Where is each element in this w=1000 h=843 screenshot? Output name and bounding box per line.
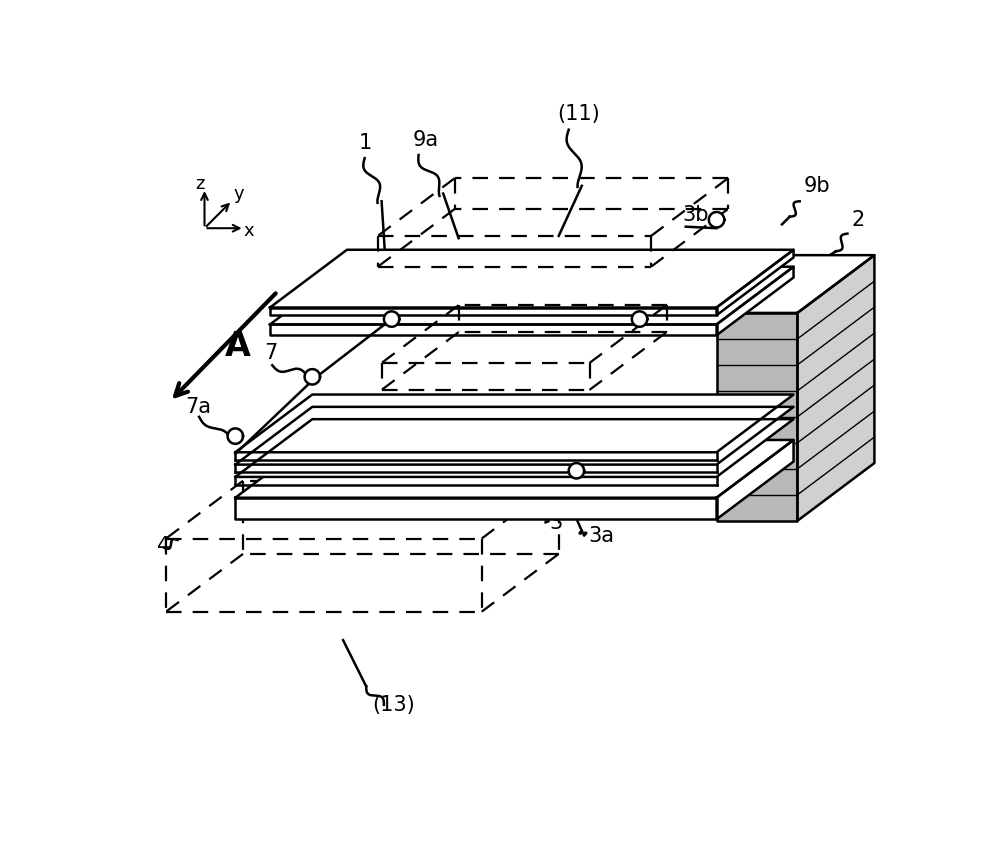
Polygon shape <box>717 255 874 313</box>
Text: (13): (13) <box>372 695 415 715</box>
Text: 3a: 3a <box>588 525 614 545</box>
Polygon shape <box>235 419 794 477</box>
Text: 3b: 3b <box>682 205 708 224</box>
Polygon shape <box>270 308 717 315</box>
Text: 3: 3 <box>549 513 563 533</box>
Polygon shape <box>305 369 320 384</box>
Polygon shape <box>569 463 584 479</box>
Polygon shape <box>717 440 794 519</box>
Polygon shape <box>797 255 874 521</box>
Polygon shape <box>235 395 794 453</box>
Text: 7a: 7a <box>185 397 211 417</box>
Polygon shape <box>228 428 243 443</box>
Polygon shape <box>270 250 794 308</box>
Text: 1: 1 <box>358 133 372 153</box>
Polygon shape <box>235 407 794 464</box>
Polygon shape <box>632 311 647 327</box>
Text: y: y <box>233 185 244 202</box>
Polygon shape <box>235 440 794 497</box>
Text: z: z <box>195 175 205 192</box>
Text: (11): (11) <box>557 105 600 125</box>
Text: 9b: 9b <box>804 176 830 196</box>
Polygon shape <box>717 313 797 521</box>
Polygon shape <box>270 325 717 336</box>
Text: 9a: 9a <box>412 130 439 150</box>
Polygon shape <box>270 266 794 325</box>
Polygon shape <box>709 212 724 228</box>
Text: 7: 7 <box>265 343 278 363</box>
Polygon shape <box>384 311 399 327</box>
Text: 2: 2 <box>851 210 865 230</box>
Text: 9a: 9a <box>703 464 730 484</box>
Polygon shape <box>717 250 794 315</box>
Polygon shape <box>235 497 717 519</box>
Polygon shape <box>717 266 794 336</box>
Text: 4: 4 <box>157 535 170 556</box>
Text: 9: 9 <box>790 424 803 444</box>
Text: A: A <box>225 330 251 362</box>
Text: x: x <box>244 223 254 240</box>
